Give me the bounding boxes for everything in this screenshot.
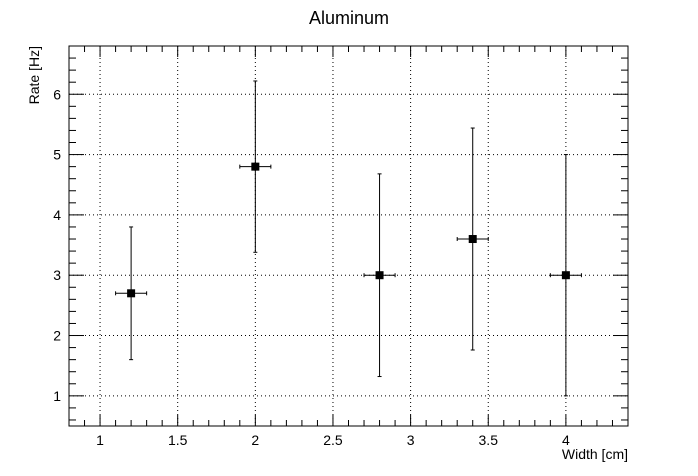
- y-tick-label: 1: [53, 388, 61, 404]
- y-tick-label: 4: [53, 207, 61, 223]
- y-tick-label: 6: [53, 86, 61, 102]
- y-tick-label: 5: [53, 147, 61, 163]
- data-series: [115, 80, 582, 397]
- square-marker: [468, 235, 477, 244]
- axis-ticks: [68, 45, 629, 426]
- y-tick-label: 2: [53, 328, 61, 344]
- x-tick-label: 4: [562, 432, 570, 448]
- square-marker: [127, 289, 136, 298]
- x-axis-label: Width [cm]: [562, 446, 628, 462]
- data-point: [115, 226, 148, 361]
- square-marker: [251, 162, 260, 171]
- tick-labels: 1 1.5 2 2.5 3 3.5 4 1 2 3 4 5 6: [53, 86, 570, 448]
- x-tick-label: 3.5: [479, 432, 499, 448]
- data-point: [239, 80, 272, 253]
- y-axis-label: Rate [Hz]: [26, 46, 42, 104]
- square-marker: [561, 271, 570, 280]
- x-tick-label: 2.5: [323, 432, 343, 448]
- x-tick-label: 1.5: [168, 432, 188, 448]
- y-tick-label: 3: [53, 267, 61, 283]
- x-tick-label: 3: [407, 432, 415, 448]
- x-tick-label: 1: [96, 432, 104, 448]
- square-marker: [375, 271, 384, 280]
- data-point: [549, 154, 582, 397]
- x-tick-label: 2: [251, 432, 259, 448]
- chart-title: Aluminum: [309, 8, 389, 28]
- data-point: [363, 173, 396, 378]
- data-point: [456, 127, 489, 351]
